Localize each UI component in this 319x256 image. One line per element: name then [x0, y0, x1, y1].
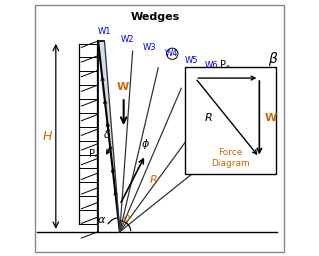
Bar	[185, 67, 276, 174]
Text: W5: W5	[185, 56, 198, 65]
Polygon shape	[98, 41, 120, 232]
Text: W2: W2	[121, 35, 134, 44]
Text: H: H	[43, 130, 52, 143]
Text: $\rho$: $\rho$	[122, 213, 130, 225]
Text: $\phi$: $\phi$	[141, 137, 150, 151]
Text: W1: W1	[98, 27, 111, 37]
Text: R: R	[204, 113, 212, 123]
Text: $\beta$: $\beta$	[268, 50, 279, 68]
Text: Pₐ: Pₐ	[89, 148, 99, 159]
Text: W: W	[116, 82, 129, 92]
Text: $\alpha$: $\alpha$	[97, 215, 107, 225]
Text: R: R	[149, 175, 157, 186]
Text: Force
Diagram: Force Diagram	[211, 147, 250, 168]
Text: W4: W4	[164, 49, 178, 58]
Text: W3: W3	[143, 43, 156, 52]
Text: W: W	[265, 113, 277, 123]
Text: Wedges: Wedges	[131, 12, 180, 22]
Text: W6: W6	[205, 61, 219, 70]
Text: $\delta$: $\delta$	[103, 129, 111, 140]
Text: Pₐ: Pₐ	[220, 60, 230, 70]
